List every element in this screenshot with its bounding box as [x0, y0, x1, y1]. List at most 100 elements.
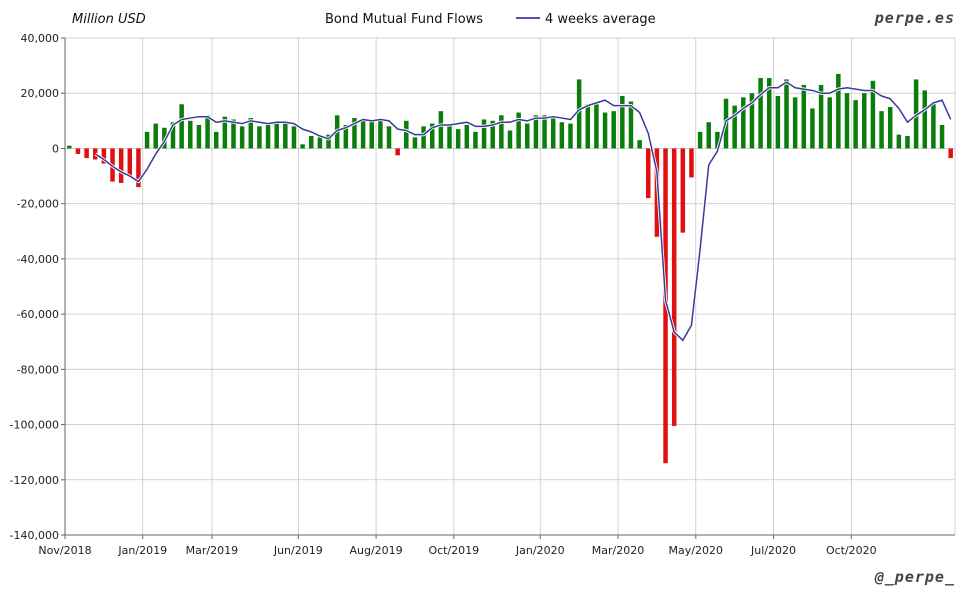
flow-bar: [248, 118, 254, 149]
flow-bar: [637, 140, 642, 149]
x-tick-label: Nov/2018: [38, 544, 91, 557]
flow-bar: [421, 126, 426, 149]
flow-bar: [801, 84, 807, 149]
x-tick-label: May/2020: [669, 544, 723, 557]
x-tick-label: Jun/2019: [273, 544, 323, 557]
x-tick-label: Oct/2019: [428, 544, 479, 557]
flow-bar: [862, 93, 867, 149]
flow-bar: [905, 136, 910, 149]
flow-bar: [343, 124, 349, 149]
flow-bar: [170, 122, 176, 149]
flow-bar: [481, 119, 487, 149]
flow-bar: [896, 134, 902, 149]
flow-bar: [499, 115, 504, 149]
flow-bar: [127, 148, 133, 177]
flow-bar: [222, 116, 228, 149]
flow-bar: [620, 95, 625, 149]
flow-bar: [516, 112, 521, 149]
flow-bar: [706, 122, 711, 149]
flow-bar: [447, 123, 452, 149]
flow-bars: [67, 73, 953, 464]
flow-bar: [939, 124, 945, 149]
flow-bar: [84, 148, 89, 159]
flow-bar: [213, 131, 219, 149]
flow-bar: [602, 112, 608, 149]
flow-bar: [67, 145, 72, 149]
flow-bar: [464, 124, 470, 149]
flow-bar: [455, 129, 461, 149]
x-tick-label: Jan/2019: [117, 544, 167, 557]
flow-bar: [870, 80, 876, 149]
chart-title: Bond Mutual Fund Flows: [325, 12, 483, 27]
y-tick-label: -120,000: [10, 474, 59, 487]
flow-bar: [628, 101, 634, 149]
flow-bar: [879, 111, 884, 149]
flow-bar: [689, 148, 694, 178]
flow-bar: [352, 118, 357, 149]
flow-bar: [136, 148, 141, 188]
y-tick-label: 20,000: [21, 87, 60, 100]
flow-bar: [784, 79, 789, 149]
flow-bar: [257, 126, 262, 149]
flow-bar: [317, 137, 323, 149]
flow-bar: [378, 118, 383, 149]
flow-bar: [931, 104, 936, 149]
flow-bar: [844, 93, 850, 149]
x-tick-label: Mar/2019: [186, 544, 238, 557]
flow-bar: [205, 115, 210, 149]
flow-bar: [239, 126, 245, 149]
flow-bar: [188, 120, 193, 149]
flow-bar: [404, 120, 409, 149]
flow-bar: [749, 93, 755, 149]
flow-bar: [576, 79, 582, 149]
flow-bar: [611, 111, 616, 149]
flow-bar: [231, 119, 236, 149]
flow-bar: [853, 100, 858, 149]
flow-bar: [75, 148, 81, 154]
unit-label: Million USD: [72, 12, 146, 27]
x-tick-label: Oct/2020: [826, 544, 877, 557]
flow-bar: [118, 148, 124, 183]
flow-bar: [697, 131, 703, 149]
flow-bar: [386, 126, 392, 149]
y-tick-label: -100,000: [10, 419, 59, 432]
flow-bar: [758, 78, 763, 149]
flow-bar: [818, 84, 824, 149]
flow-bar: [887, 107, 893, 149]
flow-bar: [585, 104, 591, 149]
flow-bar: [326, 134, 331, 149]
flow-bar: [438, 111, 444, 149]
y-tick-label: -40,000: [17, 253, 59, 266]
average-line-group: [94, 80, 953, 342]
x-tick-label: Jan/2020: [515, 544, 565, 557]
flow-bar: [179, 104, 184, 149]
flow-bar: [196, 124, 202, 149]
flow-bar: [594, 104, 599, 149]
flow-bar: [948, 148, 953, 159]
flow-bar: [144, 131, 150, 149]
y-tick-label: -80,000: [17, 363, 59, 376]
y-tick-label: 0: [52, 142, 59, 155]
average-line: [94, 81, 952, 342]
flow-bar: [646, 148, 651, 199]
flow-bar: [775, 95, 781, 149]
flow-bar: [922, 90, 927, 149]
y-tick-label: 40,000: [21, 32, 60, 45]
flow-bar: [732, 105, 737, 149]
flow-bar: [568, 123, 573, 149]
brand-bottom: @_perpe_: [874, 568, 955, 586]
flow-bar: [473, 131, 478, 149]
flow-bar: [300, 144, 305, 149]
flow-bar: [265, 122, 271, 149]
y-tick-label: -140,000: [10, 529, 59, 542]
flow-bar: [525, 123, 530, 149]
flow-bar: [766, 78, 772, 149]
x-tick-label: Aug/2019: [349, 544, 402, 557]
flow-bar: [741, 97, 746, 149]
flow-bar: [836, 73, 841, 149]
flow-bar: [792, 97, 798, 149]
y-tick-label: -20,000: [17, 198, 59, 211]
flow-bar: [93, 148, 98, 160]
flow-bar: [810, 108, 815, 149]
legend-label: 4 weeks average: [545, 12, 656, 27]
